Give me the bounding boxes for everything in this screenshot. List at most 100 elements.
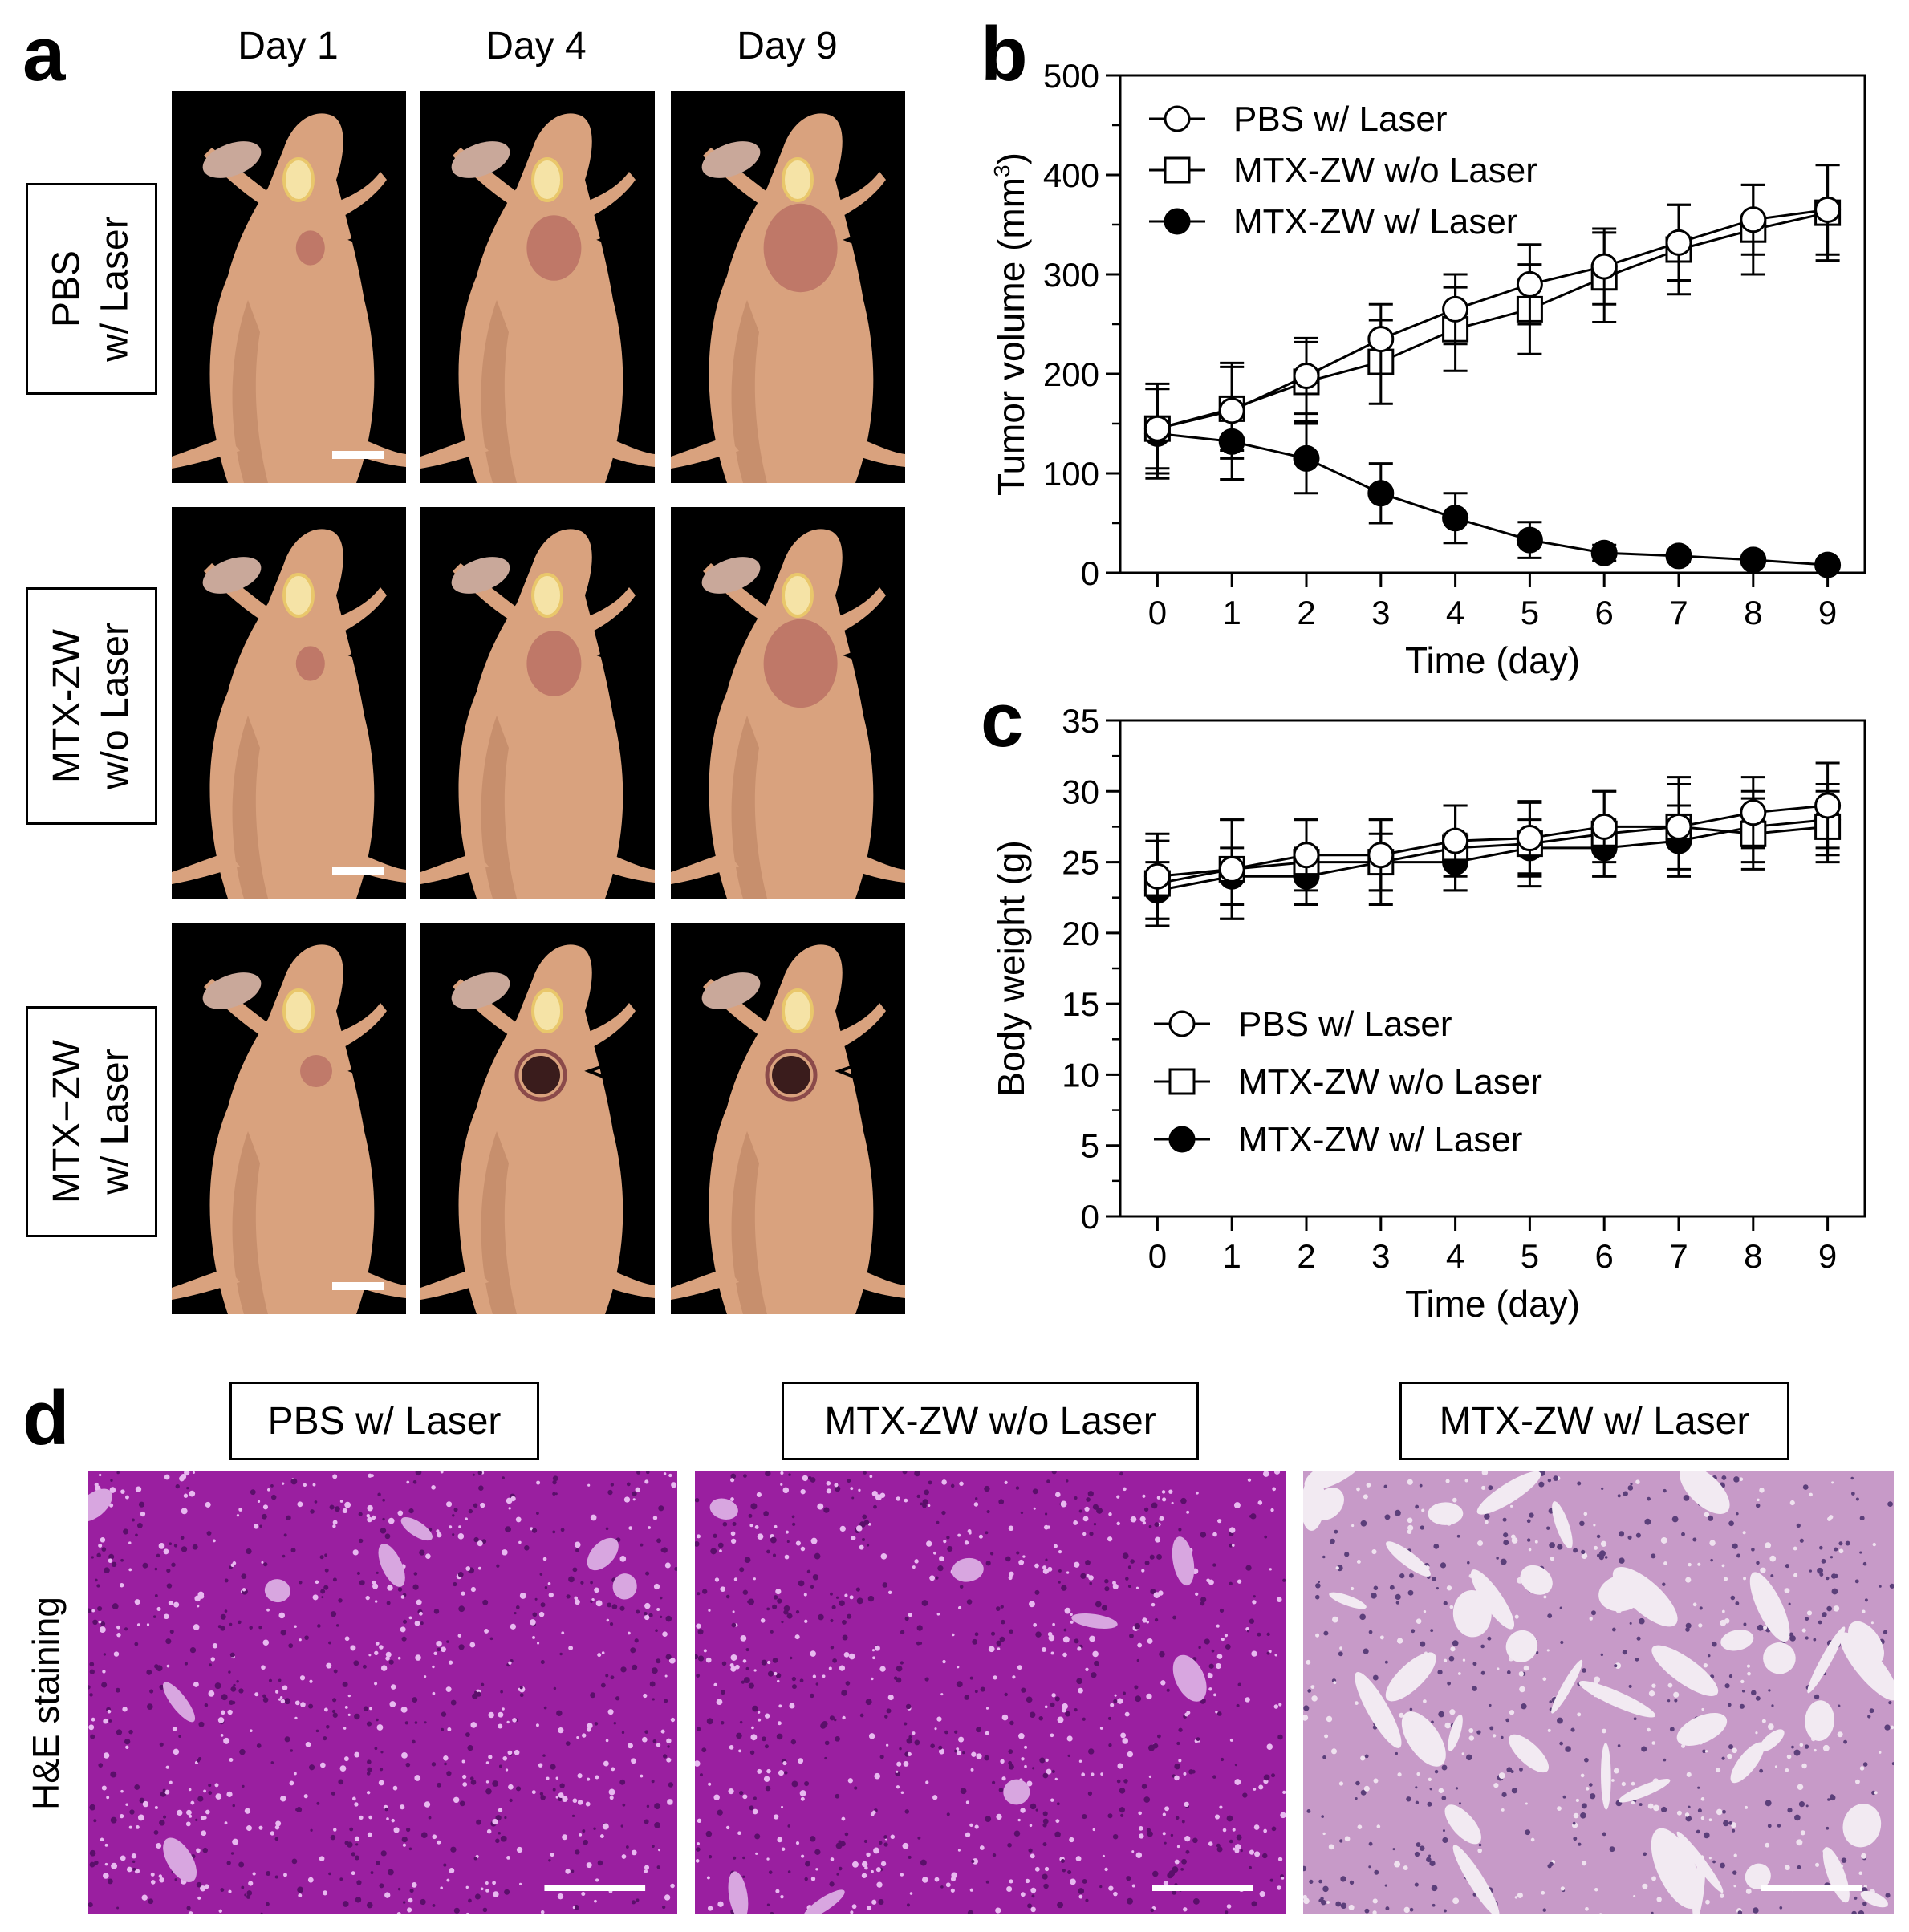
cell [270,1494,277,1500]
cell [465,1885,469,1889]
cell [1080,1573,1087,1579]
cell [1131,1884,1135,1888]
cell [1798,1801,1805,1808]
cell [1262,1853,1268,1859]
cell [371,1515,376,1520]
cell [1254,1851,1261,1857]
cell [1735,1601,1740,1605]
cell [262,1504,269,1510]
cell [107,1878,113,1885]
cell [531,1528,538,1533]
cell [1651,1553,1656,1559]
cell [662,1754,668,1759]
cell [1025,1878,1030,1884]
cell [1307,1689,1312,1693]
cell [1747,1671,1751,1676]
cell [1048,1634,1055,1642]
tissue-gap [1651,1645,1719,1696]
cell [188,1788,192,1792]
cell [554,1492,558,1496]
cell [1266,1743,1273,1750]
cell [1112,1581,1116,1585]
cell [408,1616,412,1620]
cell [1648,1690,1655,1697]
cell [1428,1777,1432,1781]
cell [1851,1910,1857,1914]
cell [772,1604,778,1609]
cell [985,1561,991,1566]
cell [1602,1728,1606,1734]
cell [1615,1662,1622,1670]
cell [986,1510,990,1514]
cell [720,1720,725,1725]
cell [1879,1751,1882,1754]
cell [122,1528,129,1535]
cell [262,1639,270,1646]
cell [879,1841,883,1845]
cell [1535,1650,1539,1654]
mouse-ear-tag [282,157,315,202]
cell [92,1619,98,1626]
y-tick-label: 200 [1043,355,1099,393]
cell [1697,1808,1702,1813]
cell [1700,1816,1704,1820]
cell [165,1765,169,1769]
cell [655,1629,658,1633]
cell [424,1675,427,1678]
cell [1087,1791,1093,1796]
cell [1374,1869,1379,1875]
cell [1328,1844,1334,1850]
cell [1746,1664,1751,1668]
tissue-gap [1551,1659,1583,1714]
cell [1092,1504,1099,1510]
cell [101,1785,107,1791]
cell [696,1674,701,1678]
cell [1099,1727,1103,1730]
cell [835,1596,839,1599]
cell [1819,1573,1824,1577]
cell [1440,1562,1447,1569]
cell [1061,1585,1067,1591]
cell [173,1544,178,1548]
cell [89,1662,95,1667]
cell [1363,1494,1368,1500]
cell [450,1699,457,1706]
cell [902,1471,908,1475]
cell [1125,1577,1129,1581]
cell [1009,1629,1013,1634]
cell [1139,1833,1144,1839]
scale-bar [332,451,384,459]
cell [810,1537,818,1544]
cell [740,1634,747,1642]
cell [668,1473,672,1478]
cell [1600,1540,1607,1547]
cell [254,1524,259,1529]
cell [731,1622,737,1628]
cell [367,1504,373,1512]
cell [536,1480,541,1485]
cell [619,1605,625,1611]
cell [119,1582,124,1588]
cell [1034,1563,1039,1569]
cell [1557,1806,1562,1811]
cell [831,1605,836,1609]
cell [656,1658,661,1664]
cell [1371,1549,1377,1555]
cell [1704,1512,1710,1517]
cell [1364,1754,1369,1759]
cell [453,1796,460,1804]
day-label-1: Day 1 [238,25,339,67]
cell [536,1512,539,1516]
cell [270,1831,274,1836]
cell [932,1795,938,1800]
cell [436,1641,442,1647]
cell [749,1750,755,1755]
cell [978,1534,983,1539]
cell [1329,1538,1335,1544]
cell [192,1544,198,1550]
cell [236,1679,239,1683]
cell [437,1782,442,1788]
cell [969,1888,973,1892]
cell [974,1690,978,1694]
cell [1887,1501,1893,1507]
